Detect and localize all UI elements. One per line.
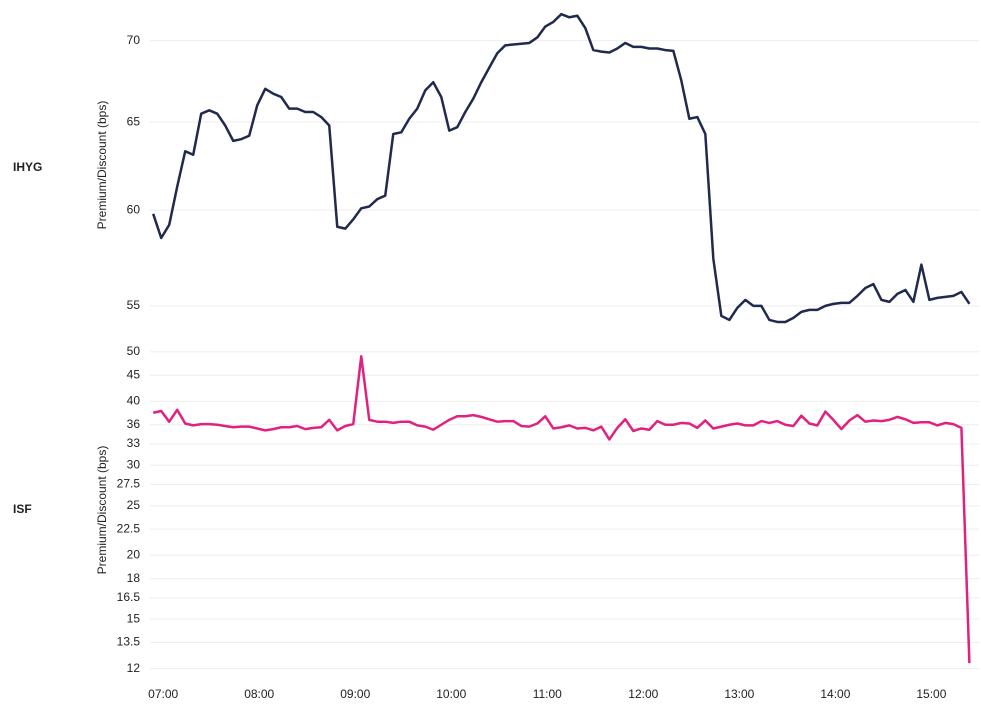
row-label: IHYG	[13, 160, 42, 174]
y-tick-label: 25	[127, 498, 141, 512]
y-tick-label: 20	[127, 547, 141, 561]
y-tick-label: 16.5	[117, 590, 141, 604]
y-axis-title: Premium/Discount (bps)	[95, 446, 109, 575]
x-tick-label: 15:00	[916, 687, 946, 701]
y-tick-label: 40	[127, 394, 141, 408]
x-tick-label: 10:00	[436, 687, 466, 701]
x-tick-label: 12:00	[628, 687, 658, 701]
row-label: ISF	[13, 502, 32, 516]
y-tick-label: 13.5	[117, 635, 141, 649]
y-tick-label: 15	[127, 611, 141, 625]
x-tick-label: 08:00	[244, 687, 274, 701]
y-axis-title: Premium/Discount (bps)	[95, 101, 109, 230]
x-tick-label: 11:00	[533, 687, 562, 701]
y-tick-label: 27.5	[117, 477, 141, 491]
y-tick-label: 70	[127, 33, 141, 47]
x-tick-label: 07:00	[148, 687, 178, 701]
y-tick-label: 30	[127, 457, 141, 471]
y-tick-label: 18	[127, 571, 141, 585]
series-line	[152, 355, 971, 664]
y-tick-label: 22.5	[117, 521, 141, 535]
y-tick-label: 45	[127, 367, 141, 381]
y-tick-label: 12	[127, 661, 141, 675]
y-tick-label: 65	[127, 114, 141, 128]
y-tick-label: 50	[127, 344, 141, 358]
y-tick-label: 36	[127, 417, 141, 431]
y-tick-label: 60	[127, 202, 141, 216]
x-tick-label: 13:00	[724, 687, 754, 701]
x-tick-label: 09:00	[340, 687, 370, 701]
y-tick-label: 55	[127, 298, 141, 312]
x-tick-label: 14:00	[820, 687, 850, 701]
series-line	[152, 12, 971, 324]
y-tick-label: 33	[127, 436, 141, 450]
